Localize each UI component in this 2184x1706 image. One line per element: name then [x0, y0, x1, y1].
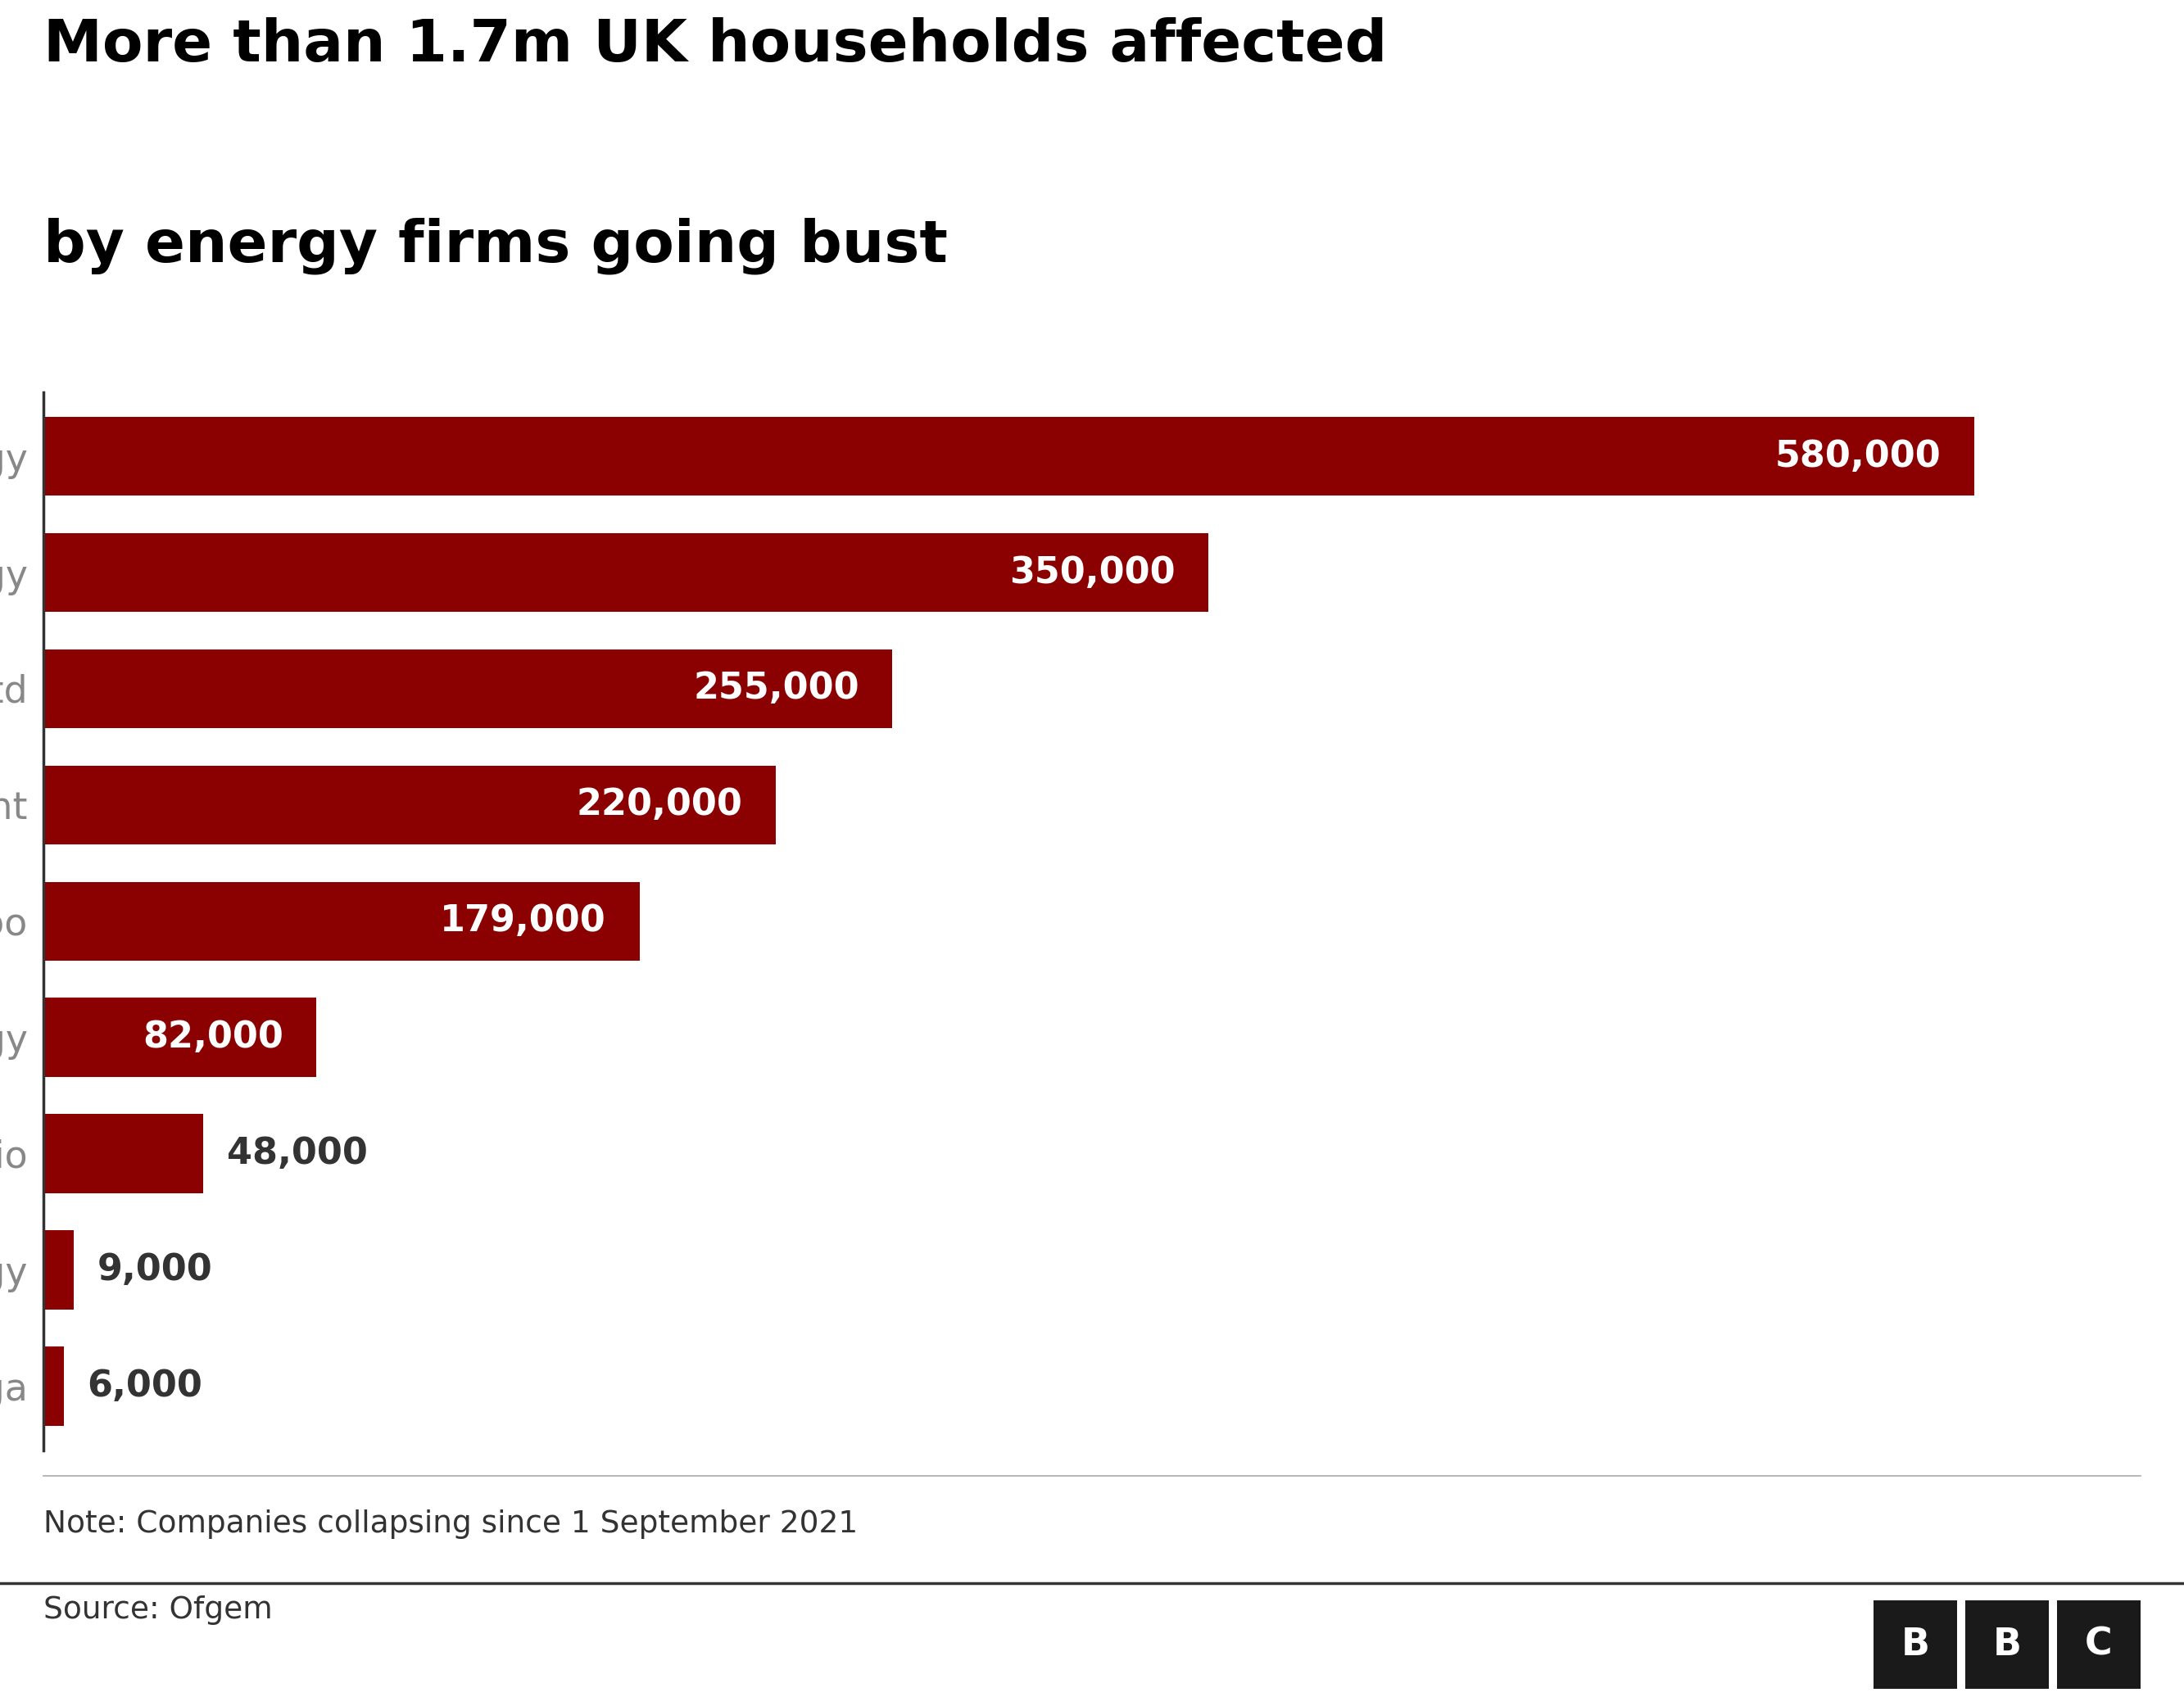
Bar [44, 882, 640, 960]
Text: 255,000: 255,000 [692, 670, 858, 706]
Text: 350,000: 350,000 [1009, 554, 1175, 590]
Bar [44, 416, 1974, 496]
Text: 9,000: 9,000 [96, 1252, 212, 1288]
Bar [44, 998, 317, 1076]
Text: 220,000: 220,000 [577, 788, 743, 822]
Text: by energy firms going bust: by energy firms going bust [44, 218, 948, 275]
Text: 82,000: 82,000 [142, 1020, 284, 1054]
Bar [44, 1230, 74, 1310]
Bar [44, 650, 893, 728]
Text: 580,000: 580,000 [1776, 438, 1942, 474]
Text: Source: Ofgem: Source: Ofgem [44, 1595, 273, 1624]
Text: Note: Companies collapsing since 1 September 2021: Note: Companies collapsing since 1 Septe… [44, 1510, 858, 1539]
Text: B: B [1992, 1626, 2022, 1663]
Bar [44, 1114, 203, 1192]
Bar [44, 1346, 63, 1426]
Text: 48,000: 48,000 [227, 1136, 367, 1172]
Text: More than 1.7m UK households affected: More than 1.7m UK households affected [44, 17, 1387, 73]
Text: B: B [1900, 1626, 1931, 1663]
Text: 179,000: 179,000 [439, 904, 607, 938]
Bar [44, 532, 1208, 612]
Text: 6,000: 6,000 [87, 1368, 203, 1404]
Bar [44, 766, 775, 844]
Text: C: C [2086, 1626, 2112, 1663]
